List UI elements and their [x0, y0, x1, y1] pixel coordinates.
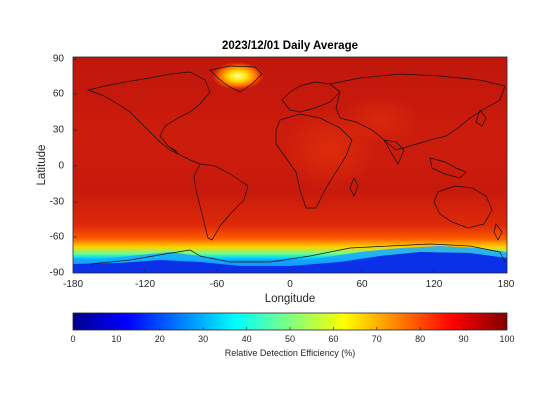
colorbar-tick-label: 50: [284, 334, 296, 344]
colorbar-tick-label: 100: [499, 334, 515, 344]
colorbar-tick-label: 20: [154, 334, 165, 344]
map-title: 2023/12/01 Daily Average: [222, 40, 358, 52]
colorbar-ticks: [116, 327, 464, 330]
x-tick-label: -180: [62, 279, 84, 290]
y-tick-label: 60: [52, 88, 64, 100]
colorbar-tick-label: 0: [70, 334, 76, 344]
x-tick-label: -120: [134, 279, 156, 290]
x-axis-label: Longitude: [264, 293, 316, 305]
y-tick-label: 90: [52, 53, 64, 65]
y-tick-label: -90: [49, 267, 64, 279]
x-tick-label: 180: [497, 279, 515, 290]
y-tick-label: 0: [58, 160, 64, 172]
greenland-hotspot: [212, 62, 264, 90]
x-tick-label: 60: [356, 279, 368, 290]
y-tick-label: 30: [52, 124, 64, 136]
x-tick-label: 120: [425, 279, 443, 290]
x-tick-label: -60: [209, 279, 225, 290]
coastlines: [86, 65, 506, 265]
colorbar-label: Relative Detection Efficiency (%): [224, 348, 356, 358]
colorbar-tick-label: 10: [111, 334, 122, 344]
colorbar-tick-label: 40: [241, 334, 252, 344]
antarctic-low-region: [73, 252, 507, 273]
x-tick-label: 0: [287, 279, 293, 290]
colorbar-tick-label: 70: [371, 334, 382, 344]
colorbar-tick-label: 30: [198, 334, 209, 344]
colorbar-tick-label: 80: [415, 334, 426, 344]
axis-ticks: [73, 58, 435, 273]
y-tick-label: -60: [49, 231, 64, 243]
y-tick-label: -30: [49, 196, 64, 208]
colorbar-tick-label: 60: [328, 334, 339, 344]
colorbar-tick-label: 90: [458, 334, 469, 344]
